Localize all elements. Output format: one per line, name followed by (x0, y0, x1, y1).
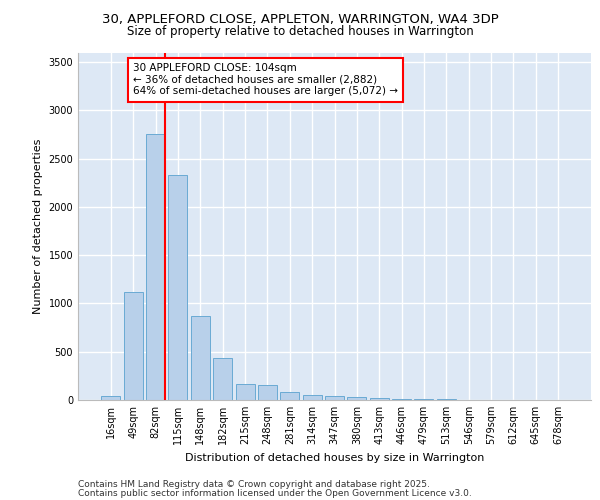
Text: Contains public sector information licensed under the Open Government Licence v3: Contains public sector information licen… (78, 489, 472, 498)
Text: Size of property relative to detached houses in Warrington: Size of property relative to detached ho… (127, 25, 473, 38)
Bar (392, 398, 411, 400)
Bar (415, 399, 433, 400)
Bar (124, 292, 143, 400)
Bar (325, 396, 344, 400)
Bar (146, 134, 165, 400)
Bar (302, 394, 322, 400)
Bar (437, 399, 456, 400)
X-axis label: Distribution of detached houses by size in Warrington: Distribution of detached houses by size … (185, 452, 484, 462)
Y-axis label: Number of detached properties: Number of detached properties (33, 138, 43, 314)
Bar (258, 384, 277, 400)
Bar (169, 175, 187, 400)
Bar (236, 384, 254, 400)
Bar (101, 396, 121, 400)
Text: 30, APPLEFORD CLOSE, APPLETON, WARRINGTON, WA4 3DP: 30, APPLEFORD CLOSE, APPLETON, WARRINGTO… (101, 12, 499, 26)
Bar (370, 398, 389, 400)
Text: 30 APPLEFORD CLOSE: 104sqm
← 36% of detached houses are smaller (2,882)
64% of s: 30 APPLEFORD CLOSE: 104sqm ← 36% of deta… (133, 63, 398, 96)
Bar (213, 358, 232, 400)
Bar (191, 316, 210, 400)
Bar (347, 396, 367, 400)
Bar (280, 392, 299, 400)
Text: Contains HM Land Registry data © Crown copyright and database right 2025.: Contains HM Land Registry data © Crown c… (78, 480, 430, 489)
